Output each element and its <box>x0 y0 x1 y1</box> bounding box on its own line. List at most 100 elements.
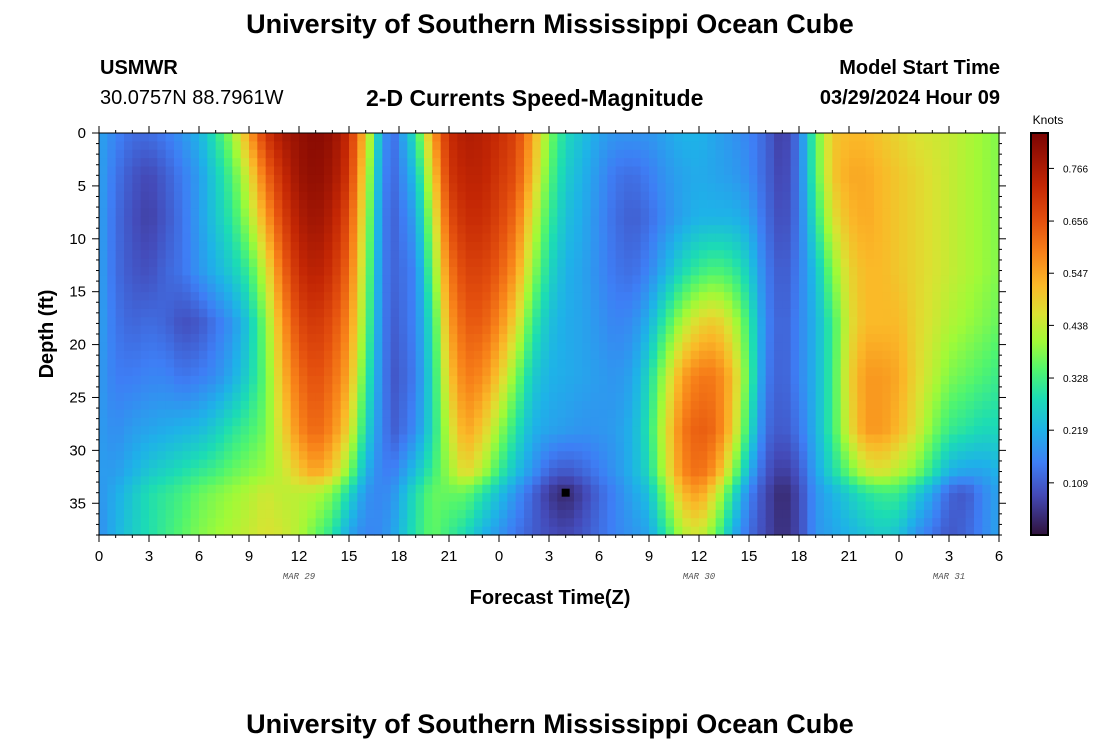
heatmap-cell <box>190 451 200 461</box>
heatmap-cell <box>432 233 442 243</box>
heatmap-cell <box>540 359 550 369</box>
heatmap-cell <box>449 451 458 461</box>
heatmap-cell <box>574 258 583 268</box>
heatmap-cell <box>615 208 625 218</box>
heatmap-cell <box>232 283 242 293</box>
heatmap-cell <box>674 233 683 243</box>
heatmap-cell <box>749 250 758 260</box>
heatmap-cell <box>274 417 283 427</box>
heatmap-cell <box>240 258 250 268</box>
heatmap-cell <box>932 401 942 410</box>
heatmap-cell <box>682 267 692 276</box>
heatmap-cell <box>432 434 442 444</box>
heatmap-cell <box>865 459 875 469</box>
heatmap-cell <box>407 183 417 193</box>
heatmap-cell <box>865 518 875 528</box>
heatmap-cell <box>165 392 175 402</box>
heatmap-cell <box>757 401 767 410</box>
heatmap-cell <box>799 325 808 335</box>
heatmap-cell <box>582 275 592 285</box>
heatmap-cell <box>824 275 833 285</box>
heatmap-cell <box>882 442 892 452</box>
heatmap-cell <box>782 317 792 327</box>
heatmap-cell <box>707 250 717 260</box>
heatmap-cell <box>315 183 325 193</box>
heatmap-cell <box>657 216 667 226</box>
heatmap-cell <box>407 518 417 528</box>
heatmap-cell <box>707 367 717 377</box>
heatmap-cell <box>499 434 508 444</box>
heatmap-cell <box>315 200 325 209</box>
heatmap-cell <box>440 409 450 419</box>
heatmap-cell <box>232 308 242 318</box>
heatmap-cell <box>765 434 775 444</box>
heatmap-cell <box>524 509 533 519</box>
heatmap-cell <box>224 426 233 436</box>
heatmap-cell <box>407 493 417 503</box>
heatmap-cell <box>699 451 708 461</box>
heatmap-cell <box>815 442 825 452</box>
heatmap-cell <box>265 158 275 168</box>
heatmap-cell <box>424 401 433 410</box>
heatmap-cell <box>474 200 483 209</box>
heatmap-cell <box>832 317 842 327</box>
heatmap-cell <box>815 350 825 360</box>
heatmap-cell <box>949 476 958 486</box>
heatmap-cell <box>899 359 908 369</box>
heatmap-cell <box>399 133 408 142</box>
heatmap-cell <box>282 375 292 385</box>
heatmap-cell <box>524 208 533 218</box>
heatmap-cell <box>482 275 492 285</box>
heatmap-cell <box>232 275 242 285</box>
heatmap-cell <box>924 325 933 335</box>
heatmap-cell <box>724 141 733 151</box>
heatmap-cell <box>857 208 867 218</box>
heatmap-cell <box>924 200 933 209</box>
heatmap-cell <box>249 183 258 193</box>
heatmap-cell <box>424 317 433 327</box>
heatmap-cell <box>749 401 758 410</box>
heatmap-cell <box>724 241 733 251</box>
heatmap-cell <box>207 317 217 327</box>
heatmap-cell <box>290 225 300 235</box>
heatmap-cell <box>932 183 942 193</box>
heatmap-cell <box>615 241 625 251</box>
heatmap-cell <box>607 200 617 209</box>
heatmap-cell <box>340 317 350 327</box>
heatmap-cell <box>240 359 250 369</box>
heatmap-cell <box>915 501 925 511</box>
heatmap-cell <box>324 468 333 477</box>
heatmap-cell <box>632 283 642 293</box>
heatmap-cell <box>674 359 683 369</box>
heatmap-cell <box>599 292 608 302</box>
heatmap-cell <box>357 258 367 268</box>
heatmap-cell <box>174 350 183 360</box>
heatmap-cell <box>107 283 117 293</box>
heatmap-cell <box>482 241 492 251</box>
heatmap-cell <box>557 392 567 402</box>
heatmap-cell <box>290 409 300 419</box>
heatmap-cell <box>282 166 292 176</box>
heatmap-cell <box>790 174 800 184</box>
heatmap-cell <box>124 359 133 369</box>
heatmap-cell <box>207 451 217 461</box>
heatmap-cell <box>232 367 242 377</box>
heatmap-cell <box>615 484 625 494</box>
heatmap-cell <box>324 359 333 369</box>
heatmap-cell <box>149 334 158 343</box>
heatmap-cell <box>299 133 308 142</box>
heatmap-cell <box>282 384 292 394</box>
heatmap-cell <box>290 426 300 436</box>
heatmap-cell <box>107 509 117 519</box>
heatmap-cell <box>607 300 617 310</box>
heatmap-cell <box>199 501 208 511</box>
heatmap-cell <box>657 451 667 461</box>
heatmap-cell <box>765 459 775 469</box>
heatmap-cell <box>624 417 633 427</box>
heatmap-cell <box>182 325 192 335</box>
heatmap-cell <box>157 526 167 536</box>
heatmap-cell <box>565 292 575 302</box>
heatmap-cell <box>949 359 958 369</box>
heatmap-cell <box>240 409 250 419</box>
heatmap-cell <box>315 359 325 369</box>
